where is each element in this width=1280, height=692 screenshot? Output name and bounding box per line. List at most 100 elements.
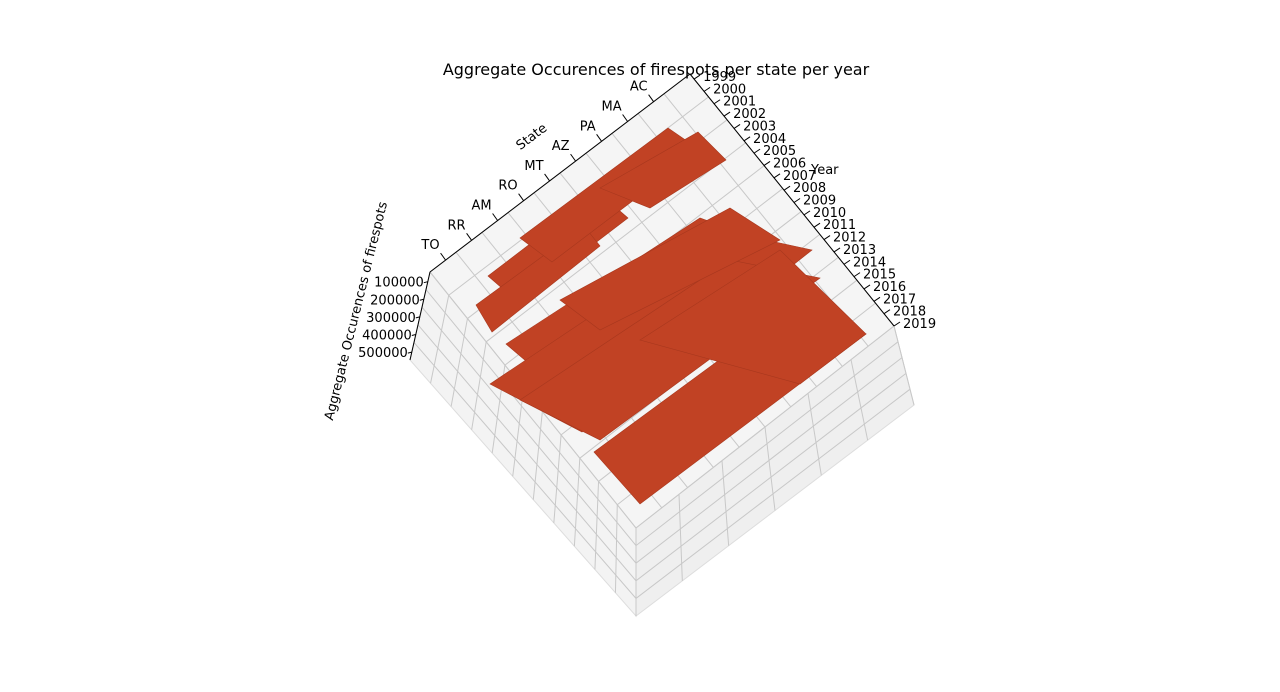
state-tick xyxy=(596,134,603,142)
year-tick-label-2006: 2006 xyxy=(773,156,806,171)
year-tick xyxy=(843,259,851,265)
grid-line xyxy=(678,494,683,581)
year-tick-label-2003: 2003 xyxy=(743,119,776,134)
year-tick-label-2011: 2011 xyxy=(823,218,856,233)
grid-line xyxy=(532,411,543,500)
grid-line xyxy=(850,359,869,441)
year-tick-label-2000: 2000 xyxy=(713,82,746,97)
z-axis-line xyxy=(409,271,431,361)
z-tick-label-100000: 100000 xyxy=(374,276,424,291)
y-axis-label: Year xyxy=(810,163,839,178)
z-tick xyxy=(407,351,412,354)
year-tick xyxy=(703,86,711,92)
year-tick-label-2018: 2018 xyxy=(893,305,926,320)
grid-line xyxy=(413,342,911,600)
grid-line xyxy=(807,393,822,476)
year-tick xyxy=(763,161,771,166)
z-tick-label-200000: 200000 xyxy=(370,293,420,308)
grid-line xyxy=(430,295,450,384)
year-tick xyxy=(723,111,731,117)
year-tick xyxy=(813,222,821,228)
year-tick xyxy=(833,247,841,253)
z-tick xyxy=(419,298,424,301)
z-tick-label-400000: 400000 xyxy=(362,328,412,343)
state-tick-label-MA: MA xyxy=(601,100,621,115)
grid-line xyxy=(425,289,899,547)
state-tick xyxy=(544,173,551,182)
year-tick-label-2009: 2009 xyxy=(803,194,836,209)
grid-line xyxy=(614,504,618,593)
year-tick xyxy=(883,309,891,315)
state-tick xyxy=(518,193,525,202)
year-tick xyxy=(713,99,721,105)
year-tick-label-1999: 1999 xyxy=(703,70,736,85)
year-tick-label-2016: 2016 xyxy=(873,280,906,295)
grid-line xyxy=(485,142,746,343)
year-tick-label-2005: 2005 xyxy=(763,144,796,159)
state-tick-label-AC: AC xyxy=(630,80,648,95)
year-axis-line xyxy=(689,73,895,327)
year-tick xyxy=(773,173,781,179)
z-tick-label-300000: 300000 xyxy=(366,311,416,326)
grid-line xyxy=(471,341,487,430)
x-axis-label: State xyxy=(514,121,551,154)
state-tick-label-AM: AM xyxy=(471,199,491,214)
year-tick-label-2017: 2017 xyxy=(883,292,916,307)
year-tick-label-2007: 2007 xyxy=(783,169,816,184)
grid-line xyxy=(893,325,915,406)
state-tick-label-RR: RR xyxy=(448,218,466,233)
grid-line xyxy=(573,458,581,547)
z-tick xyxy=(411,333,416,336)
chart-title: Aggregate Occurences of firespots per st… xyxy=(443,60,870,79)
state-tick xyxy=(570,153,577,162)
z-tick-label-500000: 500000 xyxy=(358,346,408,361)
year-tick xyxy=(873,296,881,302)
grid-line xyxy=(553,434,562,523)
grid-line xyxy=(764,426,776,511)
year-tick-label-2004: 2004 xyxy=(753,132,786,147)
year-tick xyxy=(753,148,761,154)
bar-3 xyxy=(599,131,727,209)
year-tick-label-2014: 2014 xyxy=(853,255,886,270)
year-tick-label-2015: 2015 xyxy=(863,268,896,283)
grid-line xyxy=(594,481,600,570)
state-tick xyxy=(648,94,655,103)
state-ticks: TO RR AM RO MT AZ PA MA AC xyxy=(420,80,655,261)
year-tick xyxy=(893,321,901,327)
grid-line xyxy=(512,388,525,477)
z-tick xyxy=(423,281,428,284)
bar-9 xyxy=(559,207,781,331)
year-tick xyxy=(693,74,701,80)
state-tick xyxy=(440,252,447,261)
year-tick-label-2001: 2001 xyxy=(723,95,756,110)
year-ticks: 1999200020012002200320042005200620072008… xyxy=(693,70,936,332)
state-tick-label-AZ: AZ xyxy=(552,139,570,154)
year-tick-label-2008: 2008 xyxy=(793,181,826,196)
state-tick xyxy=(622,114,629,122)
year-tick-label-2013: 2013 xyxy=(843,243,876,258)
bars xyxy=(475,127,867,505)
z-ticks: 100000 200000 300000 400000 500000 xyxy=(358,276,428,361)
year-tick xyxy=(783,185,791,191)
grid-line xyxy=(721,460,730,546)
year-tick-label-2010: 2010 xyxy=(813,206,846,221)
state-tick-label-TO: TO xyxy=(420,238,439,253)
year-tick xyxy=(853,272,861,278)
grid-line xyxy=(421,306,903,564)
year-tick xyxy=(823,235,831,240)
year-tick xyxy=(793,198,801,203)
grid-line xyxy=(450,318,468,407)
year-tick-label-2012: 2012 xyxy=(833,231,866,246)
year-tick xyxy=(803,210,811,216)
year-tick xyxy=(733,124,741,129)
state-tick xyxy=(466,233,473,241)
z-tick xyxy=(415,316,420,319)
year-tick xyxy=(863,284,871,290)
year-tick xyxy=(743,136,751,142)
bar-8 xyxy=(639,249,867,385)
state-tick xyxy=(492,213,499,221)
grid-line xyxy=(417,324,907,582)
state-axis-line xyxy=(429,73,691,273)
state-tick-label-PA: PA xyxy=(580,119,596,134)
year-tick-label-2002: 2002 xyxy=(733,107,766,122)
